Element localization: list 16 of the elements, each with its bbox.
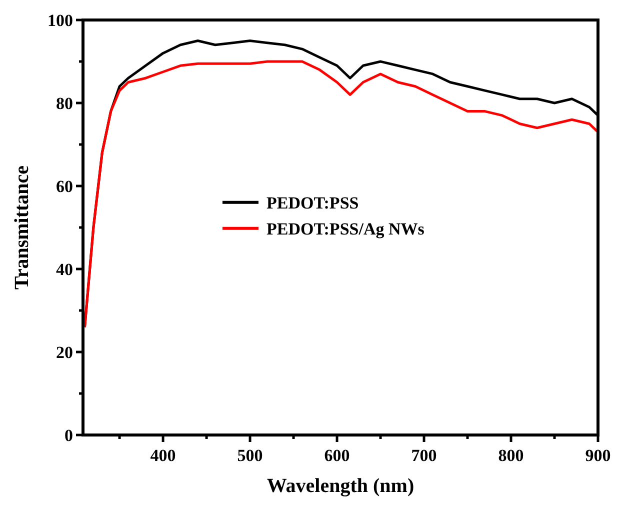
y-tick-label: 60 [56, 177, 73, 196]
legend-label: PEDOT:PSS/Ag NWs [266, 219, 425, 238]
x-tick-label: 400 [150, 446, 176, 465]
y-tick-label: 20 [56, 343, 73, 362]
x-tick-label: 900 [585, 446, 611, 465]
x-tick-label: 600 [324, 446, 350, 465]
y-axis-title: Transmittance [11, 165, 33, 290]
legend-label: PEDOT:PSS [266, 193, 359, 212]
x-tick-label: 800 [498, 446, 524, 465]
y-tick-label: 80 [56, 94, 73, 113]
y-tick-label: 0 [64, 426, 73, 445]
x-tick-label: 700 [411, 446, 437, 465]
x-tick-label: 500 [237, 446, 263, 465]
y-tick-label: 40 [56, 260, 73, 279]
y-tick-label: 100 [48, 11, 73, 30]
x-axis-title: Wavelength (nm) [266, 475, 414, 497]
